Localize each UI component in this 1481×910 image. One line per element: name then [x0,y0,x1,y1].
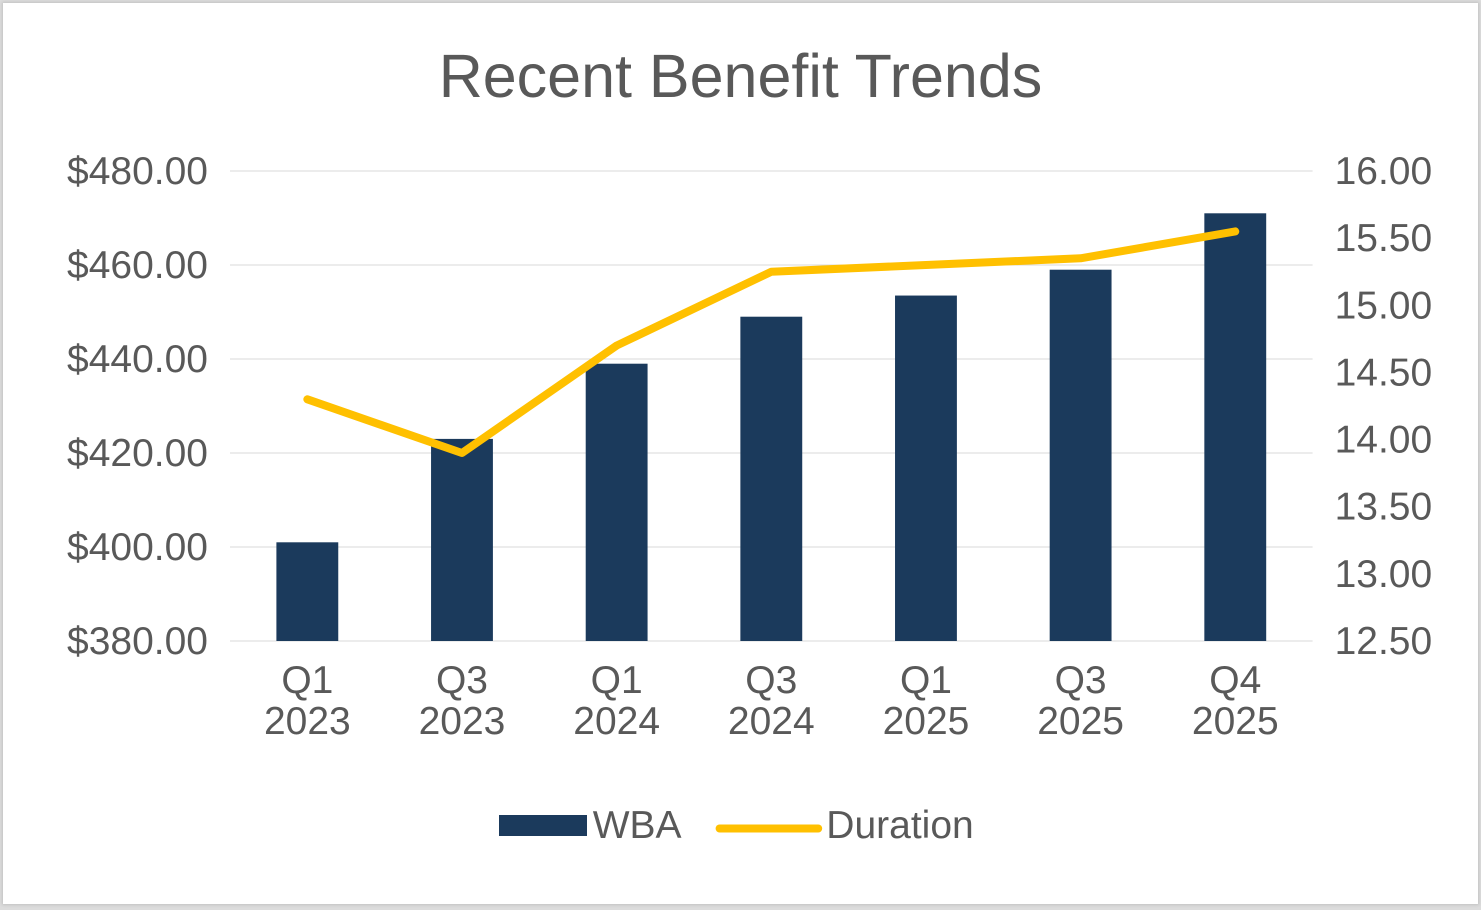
svg-text:$380.00: $380.00 [67,620,208,663]
svg-text:15.50: 15.50 [1335,217,1433,260]
svg-text:2025: 2025 [883,700,970,743]
svg-text:Q1: Q1 [591,659,643,702]
svg-text:13.00: 13.00 [1335,553,1433,596]
svg-text:Q1: Q1 [281,659,333,702]
svg-text:2023: 2023 [419,700,506,743]
svg-text:$480.00: $480.00 [67,150,208,193]
svg-text:Q4: Q4 [1209,659,1261,702]
svg-text:Q3: Q3 [745,659,797,702]
svg-text:16.00: 16.00 [1335,150,1433,193]
svg-text:WBA: WBA [593,804,682,847]
svg-text:2023: 2023 [264,700,351,743]
svg-text:14.00: 14.00 [1335,419,1433,462]
svg-text:Duration: Duration [826,804,973,847]
svg-text:Q1: Q1 [900,659,952,702]
svg-text:14.50: 14.50 [1335,351,1433,394]
svg-text:2024: 2024 [573,700,660,743]
svg-text:2025: 2025 [1037,700,1124,743]
svg-text:$440.00: $440.00 [67,338,208,381]
svg-text:Q3: Q3 [1055,659,1107,702]
svg-text:2024: 2024 [728,700,815,743]
svg-text:$420.00: $420.00 [67,432,208,475]
svg-text:13.50: 13.50 [1335,486,1433,529]
svg-text:12.50: 12.50 [1335,620,1433,663]
svg-text:$400.00: $400.00 [67,526,208,569]
svg-text:$460.00: $460.00 [67,244,208,287]
svg-text:2025: 2025 [1192,700,1279,743]
svg-text:Q3: Q3 [436,659,488,702]
svg-text:15.00: 15.00 [1335,284,1433,327]
